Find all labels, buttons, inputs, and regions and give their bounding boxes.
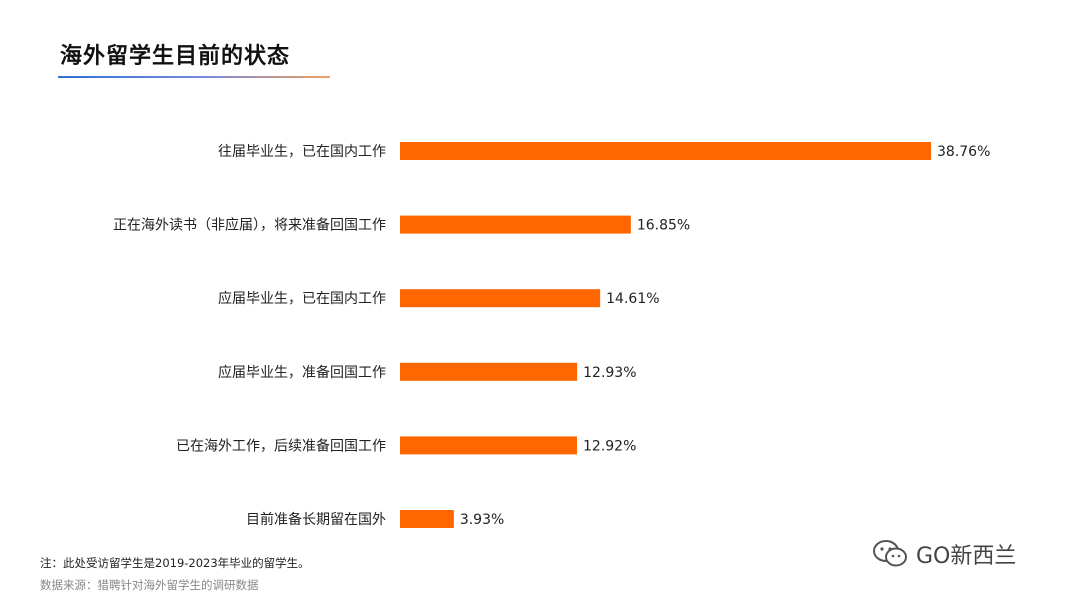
- value-label: 16.85%: [637, 218, 690, 234]
- watermark: GO新西兰: [872, 538, 1016, 570]
- wechat-icon: [873, 540, 907, 567]
- bar: [400, 142, 931, 160]
- category-label: 已在海外工作，后续准备回国工作: [176, 437, 386, 454]
- bar: [400, 362, 578, 381]
- category-label: 正在海外读书（非应届），将来准备回国工作: [113, 217, 386, 234]
- bar: [400, 289, 601, 308]
- value-label: 14.61%: [606, 291, 659, 307]
- category-label: 应届毕业生，已在国内工作: [218, 290, 386, 307]
- category-label: 往届毕业生，已在国内工作: [218, 144, 386, 160]
- watermark-text: GO新西兰: [916, 544, 1017, 569]
- category-label: 应届毕业生，准备回国工作: [218, 364, 386, 381]
- bar: [400, 215, 631, 234]
- title-underline: [58, 76, 330, 78]
- category-label: 目前准备长期留在国外: [246, 511, 386, 528]
- footnote: 注：此处受访留学生是2019-2023年毕业的留学生。: [40, 556, 310, 570]
- bar: [400, 436, 577, 455]
- value-label: 12.92%: [583, 438, 636, 454]
- value-label: 38.76%: [937, 144, 990, 160]
- chart-title: 海外留学生目前的状态: [60, 44, 291, 69]
- data-source: 数据来源：猎聘针对海外留学生的调研数据: [40, 578, 259, 592]
- value-label: 3.93%: [460, 512, 504, 528]
- bar: [400, 510, 454, 528]
- value-label: 12.93%: [583, 365, 636, 381]
